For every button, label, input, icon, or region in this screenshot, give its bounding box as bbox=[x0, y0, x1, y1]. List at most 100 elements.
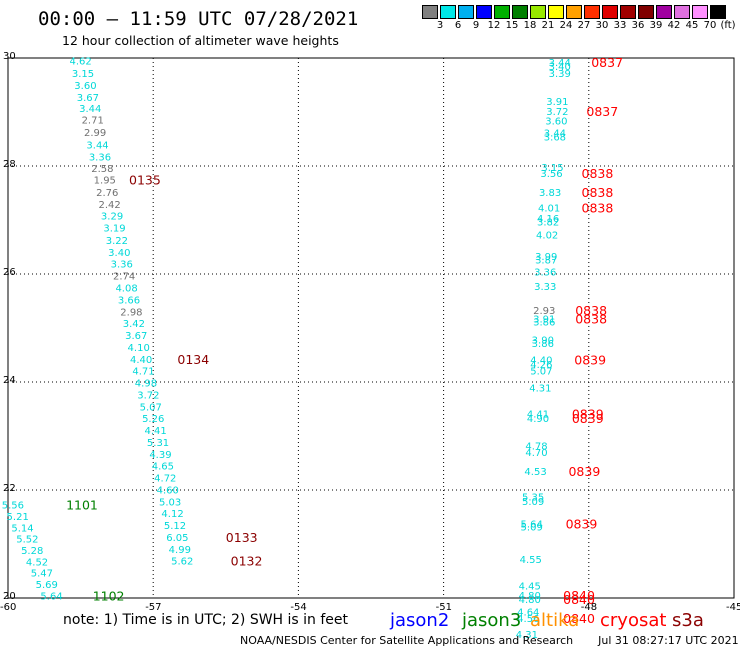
wave-height-value: 4.31 bbox=[529, 383, 551, 394]
color-scale-label: 30 bbox=[595, 20, 609, 31]
color-scale-swatch bbox=[494, 5, 510, 19]
pass-time-label: 0840 bbox=[563, 588, 595, 603]
color-scale-label: 33 bbox=[613, 20, 627, 31]
color-scale-label: 15 bbox=[505, 20, 519, 31]
wave-height-value: 3.22 bbox=[106, 236, 128, 247]
color-scale-swatch bbox=[458, 5, 474, 19]
wave-height-value: 3.90 bbox=[532, 335, 554, 346]
wave-height-value: 3.44 bbox=[86, 140, 108, 151]
color-scale-label: 70 bbox=[703, 20, 717, 31]
pass-time-label: 0838 bbox=[575, 303, 607, 318]
color-scale-swatch bbox=[584, 5, 600, 19]
wave-height-value: 5.35 bbox=[522, 492, 544, 503]
wave-height-value: 2.58 bbox=[91, 164, 113, 175]
wave-height-value: 3.86 bbox=[532, 339, 554, 350]
wave-height-value: 4.65 bbox=[152, 462, 174, 473]
time-labels: 0135013401330132110111020837083708380838… bbox=[66, 55, 623, 626]
color-scale-label: 3 bbox=[436, 20, 444, 31]
pass-time-label: 0838 bbox=[575, 311, 607, 326]
wave-height-value: 2.99 bbox=[84, 128, 106, 139]
color-scale-swatch bbox=[656, 5, 672, 19]
plot-frame bbox=[7, 57, 735, 599]
color-scale-swatch bbox=[602, 5, 618, 19]
wave-height-value: 4.71 bbox=[132, 367, 154, 378]
timestamp-text: Jul 31 08:27:17 UTC 2021 bbox=[598, 634, 739, 647]
wave-height-value: 4.64 bbox=[517, 608, 539, 619]
color-scale-label: (ft) bbox=[720, 20, 736, 31]
y-axis-tick-label: 28 bbox=[3, 159, 16, 170]
wave-height-points: 4.623.153.603.673.442.712.993.443.362.58… bbox=[2, 57, 571, 641]
satellite-legend-item: jason3 bbox=[462, 610, 522, 631]
wave-height-value: 4.80 bbox=[519, 595, 541, 606]
wave-height-value: 3.36 bbox=[111, 260, 133, 271]
wave-height-value: 2.98 bbox=[120, 307, 142, 318]
wave-height-value: 4.70 bbox=[525, 448, 547, 459]
wave-height-value: 3.66 bbox=[118, 295, 140, 306]
wave-height-value: 1.95 bbox=[94, 176, 116, 187]
footer-note: note: 1) Time is in UTC; 2) SWH is in fe… bbox=[63, 612, 349, 628]
wave-height-value: 3.29 bbox=[101, 212, 123, 223]
pass-time-label: 1101 bbox=[66, 498, 98, 513]
wave-height-value: 3.72 bbox=[137, 390, 159, 401]
wave-height-value: 5.14 bbox=[11, 523, 33, 534]
satellite-legend-item: cryosat bbox=[600, 610, 667, 631]
wave-height-value: 6.05 bbox=[166, 533, 188, 544]
credit-text: NOAA/NESDIS Center for Satellite Applica… bbox=[240, 634, 574, 647]
pass-time-label: 0839 bbox=[572, 411, 604, 426]
wave-height-value: 4.45 bbox=[519, 582, 541, 593]
wave-height-value: 5.28 bbox=[21, 546, 43, 557]
wave-height-value: 3.44 bbox=[79, 104, 101, 115]
wave-height-value: 3.36 bbox=[534, 267, 556, 278]
pass-time-label: 0133 bbox=[226, 530, 258, 545]
wave-height-value: 3.60 bbox=[74, 81, 96, 92]
wave-height-value: 5.64 bbox=[40, 591, 62, 602]
wave-height-value: 4.53 bbox=[524, 467, 546, 478]
wave-height-value: 5.64 bbox=[521, 519, 543, 530]
wave-height-value: 4.26 bbox=[530, 360, 552, 371]
wave-height-value: 5.07 bbox=[140, 402, 162, 413]
wave-height-value: 2.76 bbox=[96, 188, 118, 199]
wave-height-value: 4.80 bbox=[519, 591, 541, 602]
wave-height-value: 3.82 bbox=[537, 218, 559, 229]
color-scale-label: 12 bbox=[487, 20, 501, 31]
wave-height-value: 2.93 bbox=[533, 306, 555, 317]
wave-height-value: 5.03 bbox=[159, 497, 181, 508]
wave-height-value: 3.67 bbox=[77, 93, 99, 104]
wave-height-value: 4.62 bbox=[69, 57, 91, 68]
color-scale-swatch bbox=[710, 5, 726, 19]
color-scale-swatch bbox=[566, 5, 582, 19]
wave-height-value: 5.47 bbox=[31, 569, 53, 580]
wave-height-value: 3.40 bbox=[108, 248, 130, 259]
x-axis-tick-label: -57 bbox=[145, 602, 162, 613]
wave-height-value: 4.08 bbox=[115, 284, 137, 295]
wave-height-value: 3.91 bbox=[533, 314, 555, 325]
x-axis-tick-label: -48 bbox=[580, 602, 598, 613]
wave-height-value: 4.56 bbox=[517, 614, 539, 625]
wave-height-value: 4.39 bbox=[149, 450, 171, 461]
wave-height-value: 5.09 bbox=[522, 497, 544, 508]
wave-height-value: 3.15 bbox=[72, 69, 94, 80]
pass-time-label: 0837 bbox=[586, 104, 618, 119]
pass-time-label: 0134 bbox=[177, 352, 209, 367]
pass-time-label: 0838 bbox=[582, 185, 614, 200]
pass-time-label: 0838 bbox=[582, 166, 614, 181]
wave-height-value: 4.41 bbox=[527, 409, 549, 420]
wave-height-value: 4.40 bbox=[530, 355, 552, 366]
pass-time-label: 1102 bbox=[93, 588, 125, 603]
color-scale-label: 9 bbox=[472, 20, 480, 31]
wave-height-value: 4.78 bbox=[525, 442, 547, 453]
pass-time-label: 0132 bbox=[231, 554, 263, 569]
color-scale-swatch bbox=[620, 5, 636, 19]
x-axis-tick-label: -54 bbox=[290, 602, 307, 613]
wave-height-value: 3.72 bbox=[546, 107, 568, 118]
color-scale-label: 45 bbox=[685, 20, 699, 31]
wave-height-value: 3.19 bbox=[103, 224, 125, 235]
wave-height-value: 4.02 bbox=[536, 231, 558, 242]
satellite-legend-item: s3a bbox=[672, 610, 704, 631]
color-scale-swatch bbox=[692, 5, 708, 19]
wave-height-value: 4.16 bbox=[537, 214, 559, 225]
wave-height-value: 2.42 bbox=[99, 200, 121, 211]
color-scale-label: 39 bbox=[649, 20, 663, 31]
color-scale-swatch bbox=[638, 5, 654, 19]
color-scale-label: 36 bbox=[631, 20, 645, 31]
